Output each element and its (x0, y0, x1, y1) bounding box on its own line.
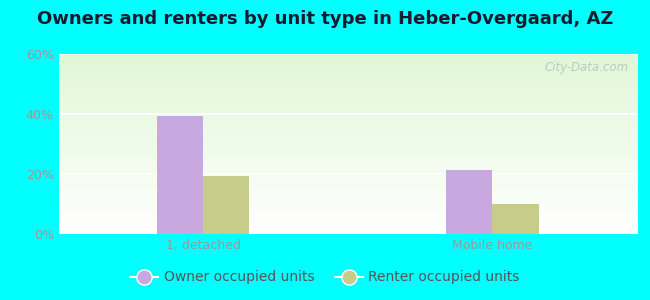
Bar (157, 116, 203, 234)
Text: City-Data.com: City-Data.com (544, 61, 629, 74)
Bar (446, 169, 493, 234)
Bar (493, 204, 539, 234)
Bar (203, 176, 250, 234)
Legend: Owner occupied units, Renter occupied units: Owner occupied units, Renter occupied un… (125, 265, 525, 290)
Text: Owners and renters by unit type in Heber-Overgaard, AZ: Owners and renters by unit type in Heber… (37, 11, 613, 28)
